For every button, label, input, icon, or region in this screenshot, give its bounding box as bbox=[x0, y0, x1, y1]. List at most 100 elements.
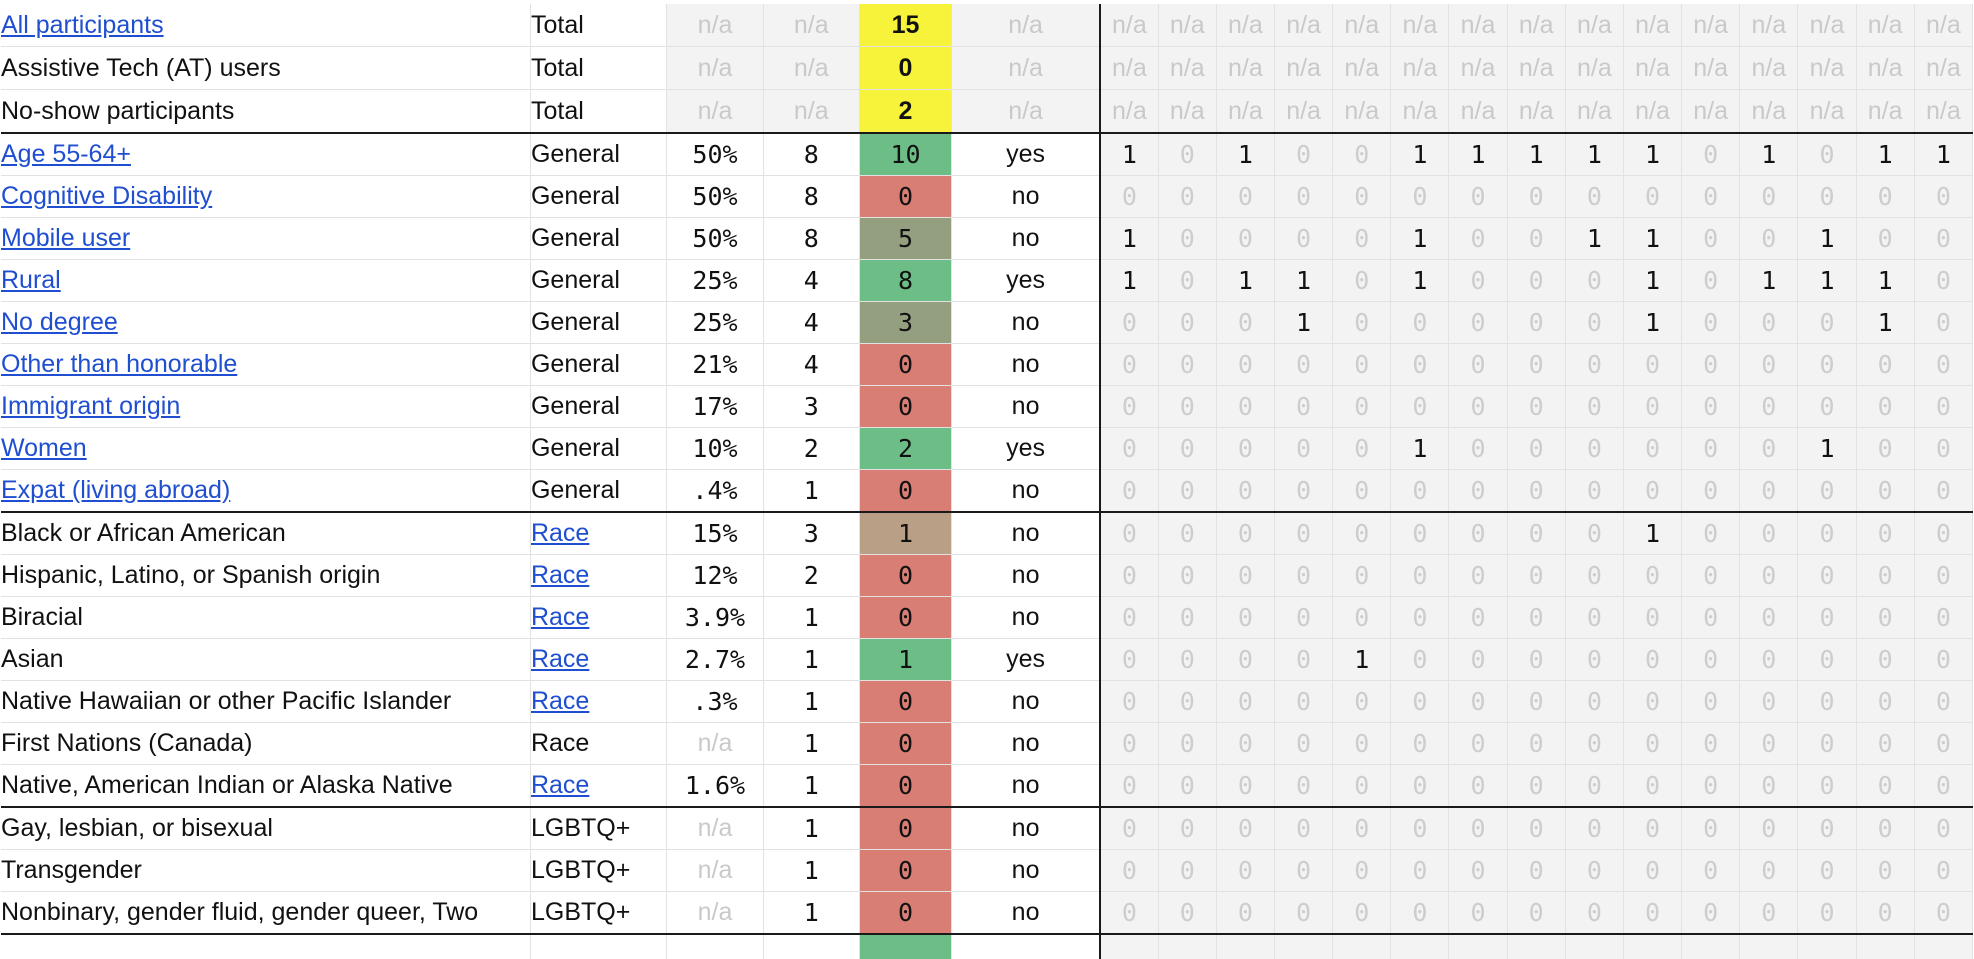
participant-cell-p11[interactable]: 0 bbox=[1681, 427, 1741, 470]
participant-cell-p9[interactable]: n/a bbox=[1565, 89, 1624, 134]
participant-cell-p3[interactable]: 0 bbox=[1216, 427, 1276, 470]
participant-cell-p5[interactable]: 0 bbox=[1332, 427, 1392, 470]
participant-cell-p15[interactable]: 0 bbox=[1914, 722, 1974, 765]
participant-cell-p15[interactable]: 0 bbox=[1914, 469, 1974, 513]
participant-cell-p7[interactable]: n/a bbox=[1448, 89, 1508, 134]
participant-cell-p11[interactable]: 0 bbox=[1681, 512, 1741, 555]
participant-cell-p9[interactable]: 0 bbox=[1565, 680, 1624, 723]
participant-cell-p8[interactable]: 0 bbox=[1507, 638, 1566, 681]
participant-cell-p5[interactable]: 0 bbox=[1332, 891, 1392, 935]
participant-cell-p1[interactable]: 1 bbox=[1100, 217, 1159, 260]
participant-cell-p9[interactable]: 0 bbox=[1565, 427, 1624, 470]
participant-cell-p13[interactable]: 0 bbox=[1797, 133, 1857, 176]
participant-cell-p8[interactable]: n/a bbox=[1507, 4, 1566, 47]
participant-cell-p1[interactable]: 0 bbox=[1100, 554, 1159, 597]
segment-link[interactable]: Age 55-64+ bbox=[1, 140, 131, 168]
participant-cell-p1[interactable]: 0 bbox=[1100, 175, 1159, 218]
segment-label-cell[interactable]: No degree bbox=[1, 301, 531, 344]
participant-cell-p12[interactable]: 0 bbox=[1739, 722, 1799, 765]
participant-cell-p2[interactable]: 0 bbox=[1158, 638, 1217, 681]
segment-link[interactable]: All participants bbox=[1, 10, 164, 39]
participant-cell-p14[interactable]: 0 bbox=[1856, 343, 1915, 386]
segment-label-cell[interactable]: Rural bbox=[1, 259, 531, 302]
participant-cell-p4[interactable]: 0 bbox=[1274, 891, 1334, 935]
participant-cell-p11[interactable]: 0 bbox=[1681, 301, 1741, 344]
participant-cell-p2[interactable]: 0 bbox=[1158, 133, 1217, 176]
participant-cell-p4[interactable]: n/a bbox=[1274, 89, 1334, 134]
participant-cell-p5[interactable]: 0 bbox=[1332, 469, 1392, 513]
participant-cell-p11[interactable]: 0 bbox=[1681, 554, 1741, 597]
participant-cell-p9[interactable]: n/a bbox=[1565, 4, 1624, 47]
participant-cell-p12[interactable]: n/a bbox=[1739, 46, 1799, 90]
participant-cell-p1[interactable]: n/a bbox=[1100, 89, 1159, 134]
participant-cell-p6[interactable]: 1 bbox=[1390, 427, 1450, 470]
participant-cell-p12[interactable]: 0 bbox=[1739, 175, 1799, 218]
participant-cell-p15[interactable]: 0 bbox=[1914, 891, 1974, 935]
participant-cell-p6[interactable]: n/a bbox=[1390, 46, 1450, 90]
participant-cell-p4[interactable]: 0 bbox=[1274, 680, 1334, 723]
participant-cell-p7[interactable]: 0 bbox=[1448, 764, 1508, 808]
category-link[interactable]: Race bbox=[530, 645, 590, 673]
participant-cell-p5[interactable]: 0 bbox=[1332, 764, 1392, 808]
participant-cell-p11[interactable]: 0 bbox=[1681, 133, 1741, 176]
participant-cell-p1[interactable]: 0 bbox=[1100, 722, 1159, 765]
participant-cell-p7[interactable]: 0 bbox=[1448, 217, 1508, 260]
participant-cell-p2[interactable]: 0 bbox=[1158, 469, 1217, 513]
participant-cell-p10[interactable]: 0 bbox=[1623, 469, 1683, 513]
participant-cell-p3[interactable]: 0 bbox=[1216, 554, 1276, 597]
participant-cell-p13[interactable]: 0 bbox=[1797, 849, 1857, 892]
category-link[interactable]: Race bbox=[530, 519, 590, 547]
participant-cell-p8[interactable]: 0 bbox=[1507, 259, 1566, 302]
participant-cell-p9[interactable]: 0 bbox=[1565, 891, 1624, 935]
participant-cell-p13[interactable]: 0 bbox=[1797, 807, 1857, 850]
participant-cell-p1[interactable]: 0 bbox=[1100, 891, 1159, 935]
participant-cell-p2[interactable]: 0 bbox=[1158, 301, 1217, 344]
participant-cell-p6[interactable]: 1 bbox=[1390, 259, 1450, 302]
participant-cell-p10[interactable]: 1 bbox=[1623, 259, 1683, 302]
participant-cell-p3[interactable]: 0 bbox=[1216, 512, 1276, 555]
participant-cell-p10[interactable]: 1 bbox=[1623, 301, 1683, 344]
participant-cell-p7[interactable]: 0 bbox=[1448, 596, 1508, 639]
participant-cell-p11[interactable]: 0 bbox=[1681, 680, 1741, 723]
participant-cell-p11[interactable]: 0 bbox=[1681, 259, 1741, 302]
participant-cell-p15[interactable]: 0 bbox=[1914, 849, 1974, 892]
participant-cell-p3[interactable]: 1 bbox=[1216, 133, 1276, 176]
participant-cell-p4[interactable]: 0 bbox=[1274, 133, 1334, 176]
participant-cell-p15[interactable]: 0 bbox=[1914, 638, 1974, 681]
participant-cell-p15[interactable]: 0 bbox=[1914, 175, 1974, 218]
participant-cell-p15[interactable]: 1 bbox=[1914, 133, 1974, 176]
participant-cell-p2[interactable]: 0 bbox=[1158, 512, 1217, 555]
participant-cell-p14[interactable]: 0 bbox=[1856, 891, 1915, 935]
participant-cell-p7[interactable]: 0 bbox=[1448, 849, 1508, 892]
participant-cell-p9[interactable]: 0 bbox=[1565, 343, 1624, 386]
participant-cell-p4[interactable]: 0 bbox=[1274, 596, 1334, 639]
participant-cell-p11[interactable]: 0 bbox=[1681, 385, 1741, 428]
participant-cell-p10[interactable]: 1 bbox=[1623, 512, 1683, 555]
participant-cell-p2[interactable]: 0 bbox=[1158, 259, 1217, 302]
participant-cell-p4[interactable]: 0 bbox=[1274, 807, 1334, 850]
participant-cell-p2[interactable]: 0 bbox=[1158, 596, 1217, 639]
participant-cell-p14[interactable]: 0 bbox=[1856, 849, 1915, 892]
participant-cell-p9[interactable]: n/a bbox=[1565, 46, 1624, 90]
segment-link[interactable]: Cognitive Disability bbox=[1, 182, 213, 210]
segment-link[interactable]: Women bbox=[1, 434, 87, 462]
participant-cell-p10[interactable]: 0 bbox=[1623, 638, 1683, 681]
category-cell[interactable]: Race bbox=[530, 596, 668, 639]
participant-cell-p12[interactable]: 0 bbox=[1739, 554, 1799, 597]
participant-cell-p12[interactable]: 1 bbox=[1739, 259, 1799, 302]
participant-cell-p6[interactable]: 0 bbox=[1390, 849, 1450, 892]
participant-cell-p6[interactable]: n/a bbox=[1390, 4, 1450, 47]
participant-cell-p2[interactable]: 0 bbox=[1158, 343, 1217, 386]
participant-cell-p2[interactable]: n/a bbox=[1158, 46, 1217, 90]
participant-cell-p11[interactable]: n/a bbox=[1681, 89, 1741, 134]
participant-cell-p14[interactable]: 0 bbox=[1856, 554, 1915, 597]
participant-cell-p2[interactable]: 0 bbox=[1158, 217, 1217, 260]
participant-cell-p12[interactable]: 0 bbox=[1739, 512, 1799, 555]
participant-cell-p9[interactable]: 0 bbox=[1565, 807, 1624, 850]
category-link[interactable]: Race bbox=[530, 687, 590, 715]
participant-cell-p9[interactable]: 1 bbox=[1565, 133, 1624, 176]
participant-cell-p15[interactable]: 0 bbox=[1914, 554, 1974, 597]
participant-cell-p5[interactable]: n/a bbox=[1332, 46, 1392, 90]
participant-cell-p3[interactable]: 0 bbox=[1216, 343, 1276, 386]
participant-cell-p5[interactable]: 0 bbox=[1332, 807, 1392, 850]
